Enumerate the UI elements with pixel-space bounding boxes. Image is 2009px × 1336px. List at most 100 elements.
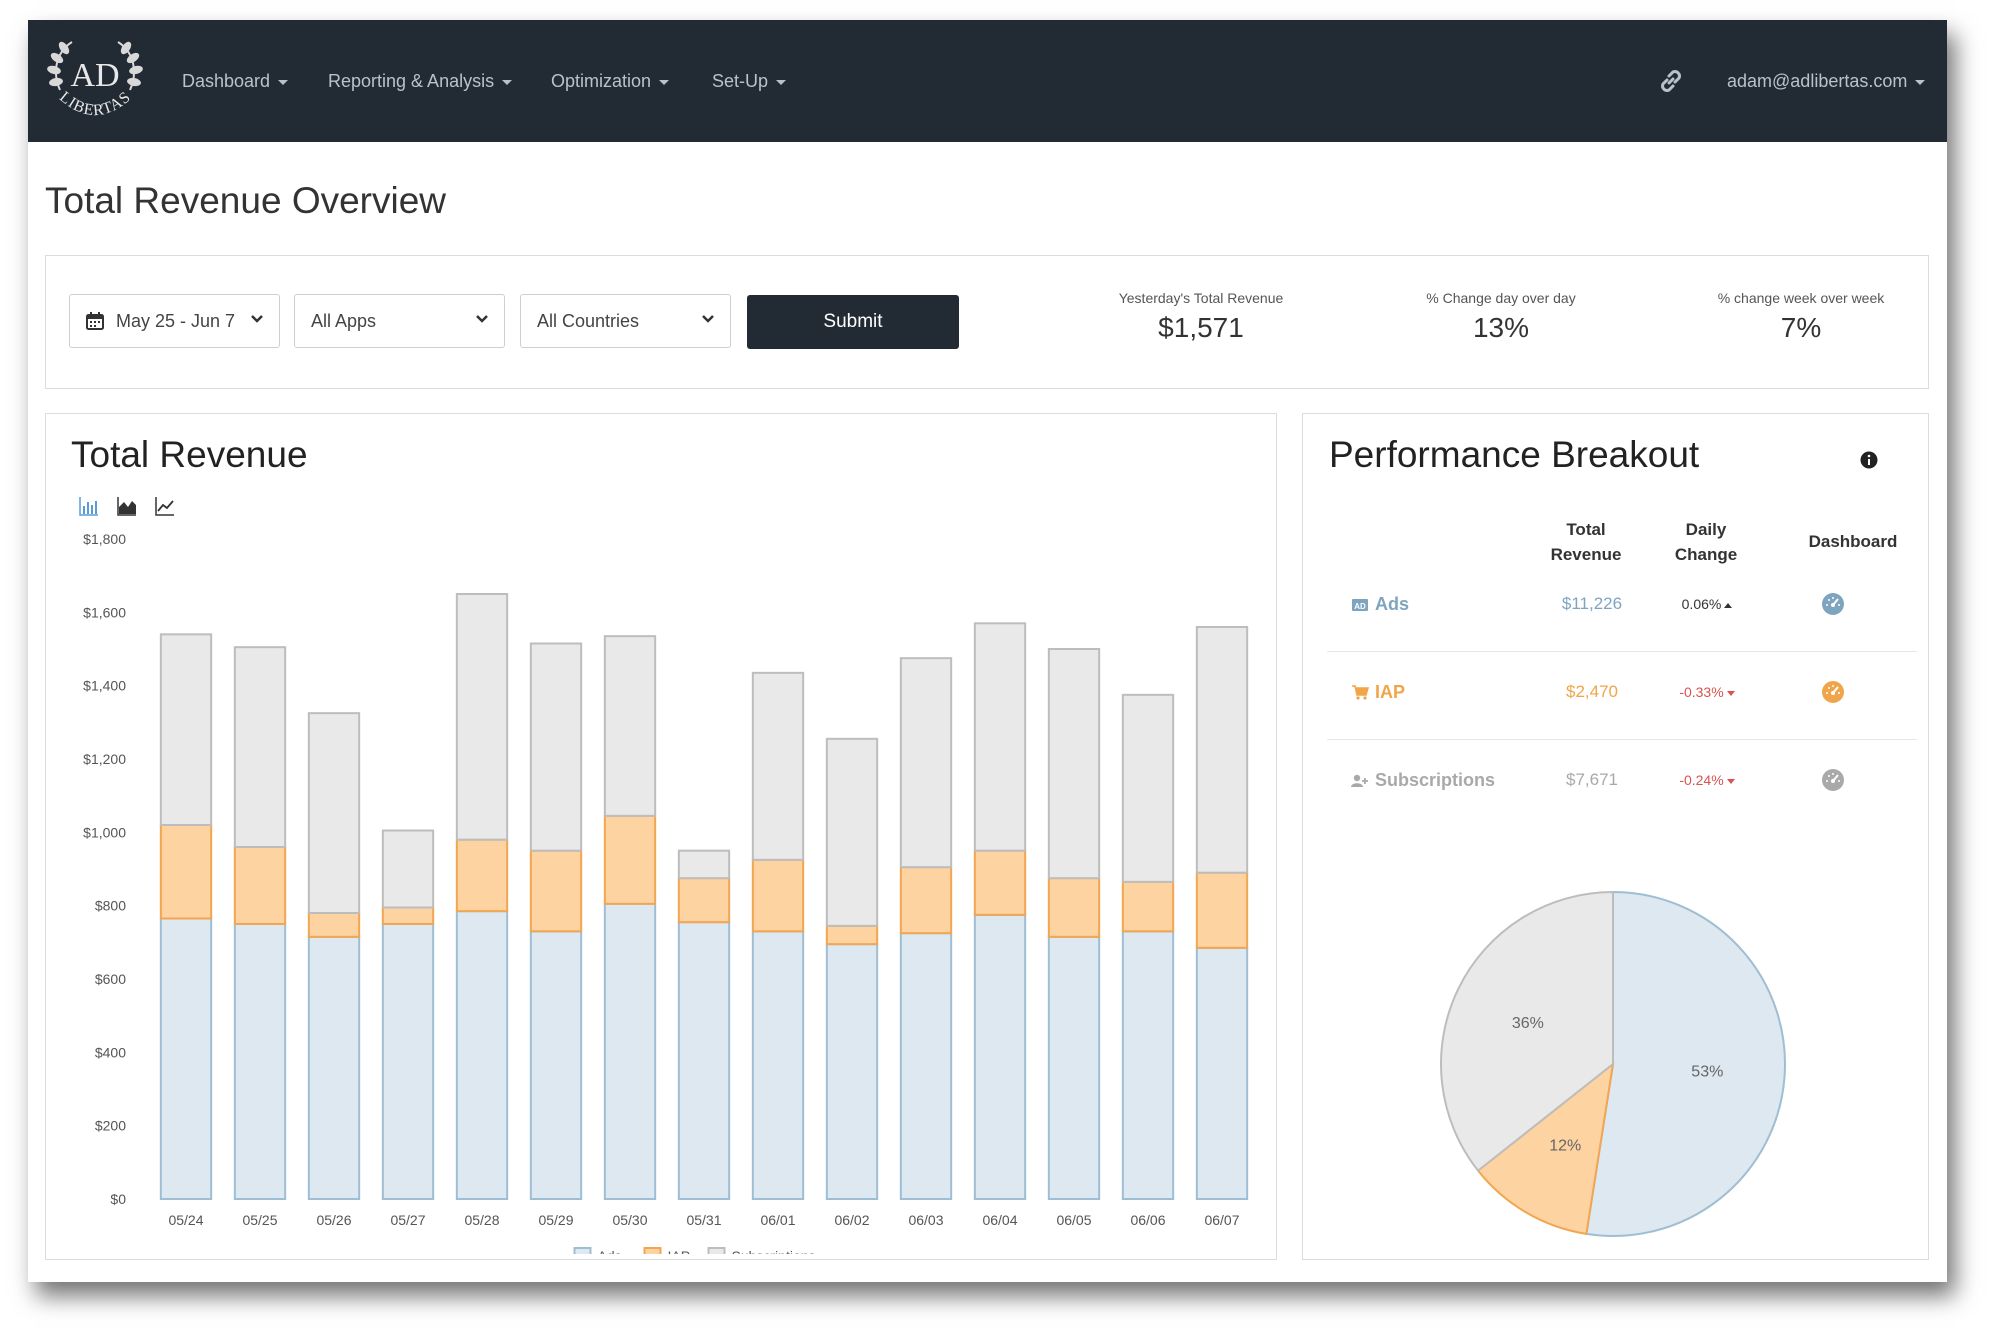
bar-segment-subscriptions[interactable] (677, 849, 731, 880)
bar-segment-ads[interactable] (899, 932, 953, 1200)
bar-segment-iap[interactable] (159, 824, 213, 920)
bar-segment-ads[interactable] (381, 923, 435, 1200)
bar-segment-ads[interactable] (529, 930, 583, 1200)
gauge-icon[interactable] (1821, 592, 1845, 616)
row-change-value: -0.33% (1679, 684, 1724, 700)
bar-segment-iap[interactable] (899, 866, 953, 935)
bar-segment-subscriptions[interactable] (973, 622, 1027, 852)
gauge-icon[interactable] (1821, 680, 1845, 704)
caret-down-icon (776, 79, 787, 85)
header-daily-change: Daily Change (1674, 520, 1738, 564)
date-range-picker[interactable]: May 25 - Jun 7 (69, 294, 280, 348)
row-name-subscriptions[interactable]: Subscriptions (1351, 770, 1495, 791)
bar-segment-iap[interactable] (1195, 871, 1249, 949)
bar-segment-subscriptions[interactable] (159, 633, 213, 827)
submit-button[interactable]: Submit (747, 295, 959, 349)
link-icon[interactable] (1655, 65, 1687, 97)
breakout-row-subscriptions: Subscriptions $7,671 -0.24% (1327, 740, 1917, 828)
pie-slice-subscriptions[interactable] (1440, 890, 1614, 1173)
legend-label[interactable]: Ads (598, 1248, 622, 1254)
bar-segment-ads[interactable] (159, 917, 213, 1200)
pie-slice-label: 53% (1691, 1063, 1723, 1080)
bar-segment-subscriptions[interactable] (899, 657, 953, 869)
bar-segment-subscriptions[interactable] (825, 737, 879, 927)
apps-select[interactable]: All Apps (294, 294, 505, 348)
legend-swatch[interactable] (643, 1247, 662, 1254)
bar-segment-ads[interactable] (233, 923, 287, 1200)
bar-chart-icon[interactable] (78, 495, 100, 517)
nav-reporting-label: Reporting & Analysis (328, 71, 495, 91)
y-tick-label: $1,000 (83, 824, 126, 840)
bar-segment-ads[interactable] (677, 921, 731, 1200)
bar-segment-subscriptions[interactable] (233, 646, 287, 848)
bar-segment-ads[interactable] (307, 935, 361, 1200)
row-revenue: $2,470 (1566, 682, 1618, 701)
legend-swatch[interactable] (707, 1247, 726, 1254)
bar-segment-iap[interactable] (307, 912, 361, 938)
breakout-row-ads: AD Ads $11,226 0.06% (1327, 564, 1917, 652)
bar-segment-subscriptions[interactable] (1121, 693, 1175, 883)
countries-select[interactable]: All Countries (520, 294, 731, 348)
bar-segment-ads[interactable] (603, 902, 657, 1200)
bar-segment-iap[interactable] (1047, 877, 1101, 938)
bar-segment-subscriptions[interactable] (307, 712, 361, 914)
bar-segment-iap[interactable] (825, 924, 879, 946)
nav-dashboard[interactable]: Dashboard (182, 66, 289, 96)
bar-segment-subscriptions[interactable] (455, 593, 509, 841)
caret-down-icon (1915, 79, 1926, 85)
nav-optimization[interactable]: Optimization (551, 66, 670, 96)
bar-segment-ads[interactable] (1121, 930, 1175, 1200)
bar-segment-iap[interactable] (973, 849, 1027, 916)
row-label: Subscriptions (1375, 770, 1496, 790)
row-revenue: $11,226 (1561, 594, 1623, 613)
bar-segment-iap[interactable] (233, 846, 287, 925)
stat-label: % Change day over day (1426, 290, 1576, 306)
bar-segment-subscriptions[interactable] (1047, 648, 1101, 880)
stat-week-over-week: % change week over week 7% (1681, 290, 1921, 344)
countries-select-value: All Countries (537, 311, 640, 331)
area-chart-icon[interactable] (116, 495, 138, 517)
bar-segment-iap[interactable] (529, 849, 583, 933)
bar-segment-iap[interactable] (677, 877, 731, 924)
legend-label[interactable]: IAP (668, 1248, 691, 1254)
row-name-ads[interactable]: AD Ads (1351, 594, 1409, 615)
pie-slice-iap[interactable] (1476, 1061, 1615, 1236)
bar-segment-iap[interactable] (751, 858, 805, 933)
top-navbar: AD LIBERTAS Dashboard Reporting & Analys… (28, 20, 1947, 142)
bar-segment-iap[interactable] (455, 838, 509, 913)
bar-segment-ads[interactable] (973, 913, 1027, 1200)
bar-segment-subscriptions[interactable] (381, 829, 435, 909)
line-chart-icon[interactable] (154, 495, 176, 517)
x-tick-label: 06/06 (1130, 1212, 1165, 1228)
nav-reporting-analysis[interactable]: Reporting & Analysis (328, 66, 513, 96)
bar-segment-ads[interactable] (1195, 946, 1249, 1201)
y-tick-label: $1,400 (83, 678, 126, 694)
bar-segment-ads[interactable] (825, 943, 879, 1200)
legend-swatch[interactable] (573, 1247, 592, 1254)
chevron-down-icon (702, 315, 714, 323)
legend-label[interactable]: Subscriptions (732, 1248, 816, 1254)
bar-segment-ads[interactable] (1047, 935, 1101, 1200)
x-tick-label: 05/30 (612, 1212, 647, 1228)
bar-segment-ads[interactable] (455, 910, 509, 1200)
bar-segment-iap[interactable] (1121, 880, 1175, 933)
bar-segment-subscriptions[interactable] (1195, 626, 1249, 874)
nav-setup[interactable]: Set-Up (712, 66, 787, 96)
gauge-icon[interactable] (1821, 768, 1845, 792)
bar-segment-iap[interactable] (603, 814, 657, 905)
pie-slice-label: 12% (1549, 1138, 1581, 1155)
bar-segment-subscriptions[interactable] (603, 635, 657, 817)
bar-segment-subscriptions[interactable] (751, 671, 805, 861)
bar-segment-iap[interactable] (381, 906, 435, 925)
y-tick-label: $400 (95, 1044, 126, 1060)
row-name-iap[interactable]: IAP (1351, 682, 1405, 703)
user-menu[interactable]: adam@adlibertas.com (1727, 66, 1926, 96)
x-tick-label: 05/24 (168, 1212, 203, 1228)
nav-setup-label: Set-Up (712, 71, 769, 91)
adlibertas-logo-icon[interactable]: AD LIBERTAS (42, 30, 148, 134)
pie-slice-ads[interactable] (1585, 890, 1786, 1237)
info-icon[interactable] (1860, 451, 1878, 469)
x-tick-label: 06/02 (834, 1212, 869, 1228)
bar-segment-ads[interactable] (751, 930, 805, 1200)
bar-segment-subscriptions[interactable] (529, 642, 583, 852)
